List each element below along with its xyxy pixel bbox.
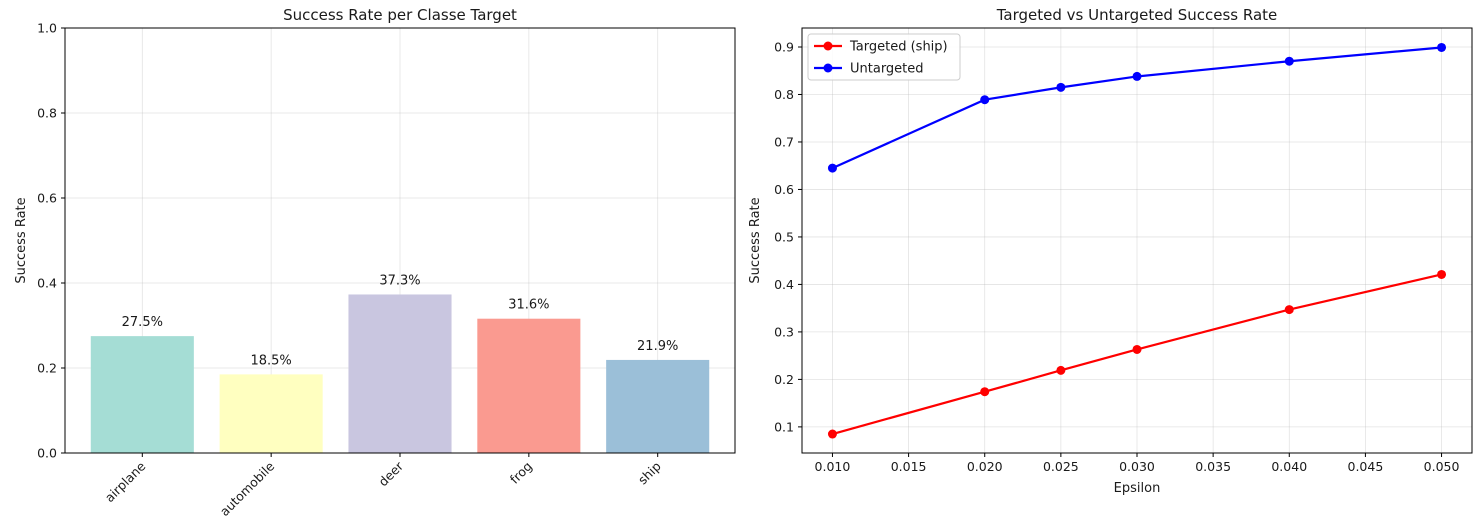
bar-x-tick-label: frog xyxy=(507,459,535,487)
line-chart-y-axis-label: Success Rate xyxy=(748,197,763,283)
data-point xyxy=(980,387,990,397)
line-y-tick-label: 0.3 xyxy=(774,324,794,339)
line-x-tick-label: 0.010 xyxy=(815,459,851,474)
bar-y-tick-label: 0.8 xyxy=(37,106,57,121)
line-chart-x-axis-label: Epsilon xyxy=(1114,481,1161,496)
series-line xyxy=(832,273,1442,436)
line-y-tick-label: 0.1 xyxy=(774,419,794,434)
data-point xyxy=(827,163,837,173)
line-chart-y-ticks: 0.1 0.2 0.3 0.4 0.5 0.6 0.7 0.8 0.9 xyxy=(774,39,802,434)
data-point xyxy=(1056,365,1066,375)
bar-chart: 27.5%18.5%37.3%31.6%21.9% 0.00.20.40.60.… xyxy=(14,6,736,519)
bar xyxy=(477,318,581,453)
bar-chart-x-ticks: airplane automobile deer frog ship xyxy=(102,453,664,519)
bar-y-tick-label: 0.2 xyxy=(37,361,57,376)
line-x-tick-label: 0.035 xyxy=(1195,459,1231,474)
bar-y-tick-label: 0.4 xyxy=(37,276,57,291)
line-chart-series xyxy=(827,42,1447,439)
data-point xyxy=(1056,82,1066,92)
bar-x-tick-label: ship xyxy=(635,458,664,487)
line-y-tick-label: 0.8 xyxy=(774,87,794,102)
data-point xyxy=(1437,269,1447,279)
line-x-tick-label: 0.025 xyxy=(1043,459,1079,474)
bar-chart-y-ticks: 0.0 0.2 0.4 0.6 0.8 1.0 xyxy=(37,21,65,461)
legend-label: Untargeted xyxy=(850,62,924,77)
legend-label: Targeted (ship) xyxy=(849,40,948,55)
line-x-tick-label: 0.015 xyxy=(891,459,927,474)
line-chart: 0.10.20.30.40.50.60.70.80.9 0.010 0.015 0.… xyxy=(748,6,1473,496)
line-y-tick-label: 0.7 xyxy=(774,134,794,149)
bar-x-tick-label: airplane xyxy=(102,458,149,505)
bar-chart-y-axis-label: Success Rate xyxy=(14,197,29,283)
bar-value-label: 18.5% xyxy=(250,353,291,368)
bar xyxy=(348,294,452,453)
line-y-tick-label: 0.6 xyxy=(774,182,794,197)
bar-value-label: 27.5% xyxy=(122,315,163,330)
data-point xyxy=(1284,56,1294,66)
bar-value-label: 31.6% xyxy=(508,298,549,313)
bar-x-tick-label: deer xyxy=(375,458,406,489)
line-chart-grid xyxy=(802,28,1472,453)
bar-x-tick-label: automobile xyxy=(217,458,278,519)
line-chart-legend: Targeted (ship) Untargeted xyxy=(807,33,961,81)
data-point xyxy=(1437,42,1447,52)
data-point xyxy=(827,429,837,439)
line-y-tick-label: 0.2 xyxy=(774,372,794,387)
line-x-tick-label: 0.020 xyxy=(967,459,1003,474)
line-y-tick-label: 0.4 xyxy=(774,277,794,292)
bar-value-label: 37.3% xyxy=(379,273,420,288)
line-x-tick-label: 0.040 xyxy=(1271,459,1307,474)
data-point xyxy=(980,95,990,105)
bar xyxy=(606,359,710,453)
line-y-tick-label: 0.5 xyxy=(774,229,794,244)
line-chart-x-ticks: 0.010 0.015 0.020 0.025 0.030 0.035 0.040 0.045… xyxy=(815,453,1460,474)
bar-y-tick-label: 0.0 xyxy=(37,446,57,461)
line-x-tick-label: 0.045 xyxy=(1348,459,1384,474)
series-line xyxy=(831,46,1442,170)
bar-y-tick-label: 1.0 xyxy=(37,21,57,36)
bar xyxy=(90,336,194,453)
bar-chart-bars xyxy=(90,294,710,453)
line-x-tick-label: 0.030 xyxy=(1119,459,1155,474)
line-y-tick-label: 0.9 xyxy=(774,39,794,54)
data-point xyxy=(1284,305,1294,315)
bar-y-tick-label: 0.6 xyxy=(37,191,57,206)
bar xyxy=(219,374,323,453)
data-point xyxy=(1132,344,1142,354)
legend-swatch-marker xyxy=(823,41,833,51)
bar-chart-title: Success Rate per Classe Target xyxy=(283,6,517,24)
bar-chart-value-labels: 27.5% 18.5% 37.3% 31.6% 21.9% xyxy=(122,273,679,368)
line-chart-title: Targeted vs Untargeted Success Rate xyxy=(996,6,1278,24)
data-point xyxy=(1132,71,1142,81)
legend-swatch-marker xyxy=(823,63,833,73)
bar-value-label: 21.9% xyxy=(637,339,678,354)
legend-box xyxy=(807,33,961,81)
line-x-tick-label: 0.050 xyxy=(1424,459,1460,474)
